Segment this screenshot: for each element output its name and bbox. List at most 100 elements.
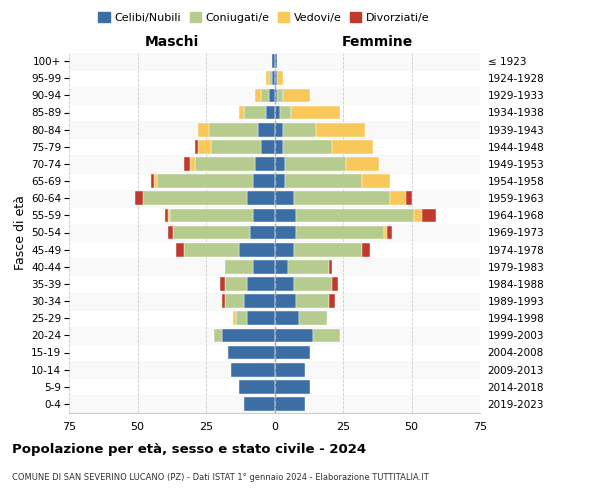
Bar: [256, 157, 275, 171]
Bar: [69, 121, 480, 138]
Bar: [233, 312, 236, 325]
Bar: [387, 226, 392, 239]
Bar: [272, 54, 275, 68]
Bar: [69, 156, 480, 172]
Bar: [261, 140, 275, 153]
Bar: [277, 72, 283, 85]
Bar: [69, 87, 480, 104]
Bar: [239, 380, 275, 394]
Bar: [214, 328, 223, 342]
Bar: [195, 157, 256, 171]
Bar: [211, 140, 261, 153]
Bar: [275, 346, 310, 360]
Bar: [275, 72, 277, 85]
Bar: [69, 52, 480, 70]
Bar: [261, 88, 269, 102]
Bar: [69, 327, 480, 344]
Bar: [154, 174, 157, 188]
Bar: [239, 243, 275, 256]
Bar: [239, 106, 244, 120]
Text: Popolazione per età, sesso e stato civile - 2024: Popolazione per età, sesso e stato civil…: [12, 442, 366, 456]
Bar: [296, 226, 384, 239]
Bar: [283, 140, 332, 153]
Text: Maschi: Maschi: [145, 35, 199, 49]
Bar: [269, 88, 275, 102]
Bar: [384, 226, 387, 239]
Bar: [244, 397, 275, 411]
Bar: [283, 123, 316, 136]
Bar: [256, 88, 261, 102]
Bar: [275, 380, 310, 394]
Bar: [329, 294, 335, 308]
Bar: [275, 312, 299, 325]
Bar: [69, 292, 480, 310]
Bar: [198, 123, 209, 136]
Bar: [244, 106, 266, 120]
Bar: [275, 226, 296, 239]
Bar: [296, 294, 329, 308]
Bar: [275, 277, 293, 291]
Bar: [275, 157, 286, 171]
Bar: [280, 106, 291, 120]
Bar: [143, 192, 247, 205]
Bar: [225, 260, 253, 274]
Bar: [362, 243, 370, 256]
Bar: [69, 361, 480, 378]
Bar: [230, 363, 275, 376]
Bar: [69, 396, 480, 412]
Bar: [223, 294, 225, 308]
Bar: [170, 208, 253, 222]
Bar: [269, 72, 272, 85]
Bar: [291, 106, 340, 120]
Bar: [167, 208, 170, 222]
Bar: [299, 312, 326, 325]
Bar: [253, 208, 275, 222]
Bar: [225, 277, 247, 291]
Bar: [275, 397, 305, 411]
Bar: [167, 226, 173, 239]
Bar: [176, 243, 184, 256]
Bar: [247, 277, 275, 291]
Bar: [275, 363, 305, 376]
Bar: [313, 328, 340, 342]
Bar: [275, 140, 283, 153]
Bar: [253, 174, 275, 188]
Bar: [293, 192, 389, 205]
Bar: [283, 88, 310, 102]
Bar: [275, 106, 280, 120]
Bar: [275, 88, 277, 102]
Bar: [184, 157, 190, 171]
Bar: [69, 190, 480, 207]
Bar: [296, 208, 414, 222]
Y-axis label: Fasce di età: Fasce di età: [14, 195, 27, 270]
Bar: [389, 192, 406, 205]
Bar: [275, 174, 286, 188]
Bar: [346, 157, 379, 171]
Bar: [223, 328, 275, 342]
Bar: [236, 312, 247, 325]
Bar: [225, 294, 244, 308]
Bar: [362, 174, 389, 188]
Bar: [195, 140, 198, 153]
Bar: [209, 123, 258, 136]
Bar: [414, 208, 422, 222]
Bar: [151, 174, 154, 188]
Bar: [275, 294, 296, 308]
Legend: Celibi/Nubili, Coniugati/e, Vedovi/e, Divorziati/e: Celibi/Nubili, Coniugati/e, Vedovi/e, Di…: [94, 8, 434, 28]
Bar: [286, 174, 362, 188]
Bar: [184, 243, 239, 256]
Bar: [332, 277, 338, 291]
Bar: [275, 123, 283, 136]
Bar: [165, 208, 167, 222]
Bar: [406, 192, 412, 205]
Text: COMUNE DI SAN SEVERINO LUCANO (PZ) - Dati ISTAT 1° gennaio 2024 - Elaborazione T: COMUNE DI SAN SEVERINO LUCANO (PZ) - Dat…: [12, 472, 429, 482]
Bar: [135, 192, 143, 205]
Bar: [275, 208, 296, 222]
Text: Femmine: Femmine: [341, 35, 413, 49]
Bar: [266, 72, 269, 85]
Bar: [220, 277, 225, 291]
Bar: [275, 243, 293, 256]
Bar: [69, 224, 480, 241]
Bar: [286, 157, 346, 171]
Bar: [293, 277, 332, 291]
